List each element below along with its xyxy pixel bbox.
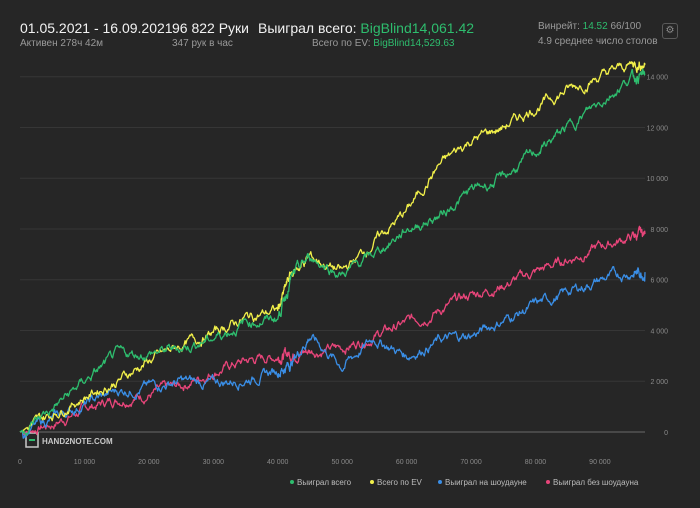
legend-label[interactable]: Всего по EV — [377, 478, 423, 487]
stats-header: 01.05.2021 - 16.09.2021 Активен 278ч 42м… — [0, 0, 700, 56]
winrate-value: 14.52 — [582, 21, 608, 32]
legend-marker — [546, 480, 550, 484]
x-axis-ticks: 0 10 000 20 000 30 000 40 000 50 000 60 000 70 … — [18, 459, 611, 466]
legend-marker — [290, 480, 294, 484]
hands-count: 96 822 Руки — [172, 20, 249, 36]
x-tick-label: 30 000 — [203, 459, 225, 466]
series-line — [19, 225, 646, 437]
legend-label[interactable]: Выиграл на шоудауне — [445, 478, 527, 487]
gear-icon[interactable]: ⚙ — [662, 23, 678, 39]
y-tick-label: 0 — [664, 430, 668, 437]
winrate: Винрейт: 14.52 66/100 — [538, 21, 641, 32]
active-time: Активен 278ч 42м — [20, 38, 104, 49]
total-won-label: Выиграл всего: — [258, 20, 357, 36]
y-tick-label: 4 000 — [650, 328, 668, 335]
winrate-label: Винрейт: — [538, 21, 580, 32]
series-line — [19, 68, 646, 437]
x-tick-label: 40 000 — [267, 459, 289, 466]
date-range[interactable]: 01.05.2021 - 16.09.2021 — [20, 20, 173, 36]
y-axis-ticks: 0 2 000 4 000 6 000 8 000 10 000 12 000 14 000 — [647, 75, 669, 437]
x-tick-label: 70 000 — [460, 459, 482, 466]
x-tick-label: 80 000 — [525, 459, 547, 466]
y-tick-label: 8 000 — [650, 227, 668, 234]
x-tick-label: 10 000 — [74, 459, 96, 466]
legend-label[interactable]: Выиграл всего — [297, 478, 352, 487]
watermark-text: HAND2NOTE.COM — [42, 437, 113, 446]
legend-label[interactable]: Выиграл без шоудауна — [553, 478, 639, 487]
y-tick-label: 2 000 — [650, 379, 668, 386]
hands-per-hour: 347 рук в час — [172, 38, 233, 49]
total-ev-value: BigBlind14,529.63 — [373, 38, 455, 49]
total-won-value: BigBlind14,061.42 — [360, 20, 475, 36]
total-won: Выиграл всего: BigBlind14,061.42 — [258, 20, 474, 36]
y-tick-label: 10 000 — [647, 176, 669, 183]
x-tick-label: 90 000 — [589, 459, 611, 466]
chart-grid — [20, 76, 645, 433]
series-line — [19, 61, 646, 433]
avg-tables: 4.9 среднее число столов — [538, 36, 658, 47]
y-tick-label: 12 000 — [647, 125, 669, 132]
total-ev: Всего по EV: BigBlind14,529.63 — [312, 38, 454, 49]
total-ev-label: Всего по EV: — [312, 38, 371, 49]
chart-legend[interactable]: Выиграл всего Всего по EV Выиграл на шоуда… — [290, 478, 639, 487]
legend-marker — [370, 480, 374, 484]
x-tick-label: 50 000 — [331, 459, 353, 466]
x-tick-label: 20 000 — [138, 459, 160, 466]
x-tick-label: 0 — [18, 459, 22, 466]
hand2note-logo: HAND2NOTE.COM — [25, 432, 113, 448]
winrate-unit: 66/100 — [610, 21, 642, 32]
y-tick-label: 14 000 — [647, 75, 669, 82]
series-line — [19, 266, 646, 439]
legend-marker — [438, 480, 442, 484]
chart-series — [19, 61, 646, 439]
y-tick-label: 6 000 — [650, 278, 668, 285]
x-tick-label: 60 000 — [396, 459, 418, 466]
